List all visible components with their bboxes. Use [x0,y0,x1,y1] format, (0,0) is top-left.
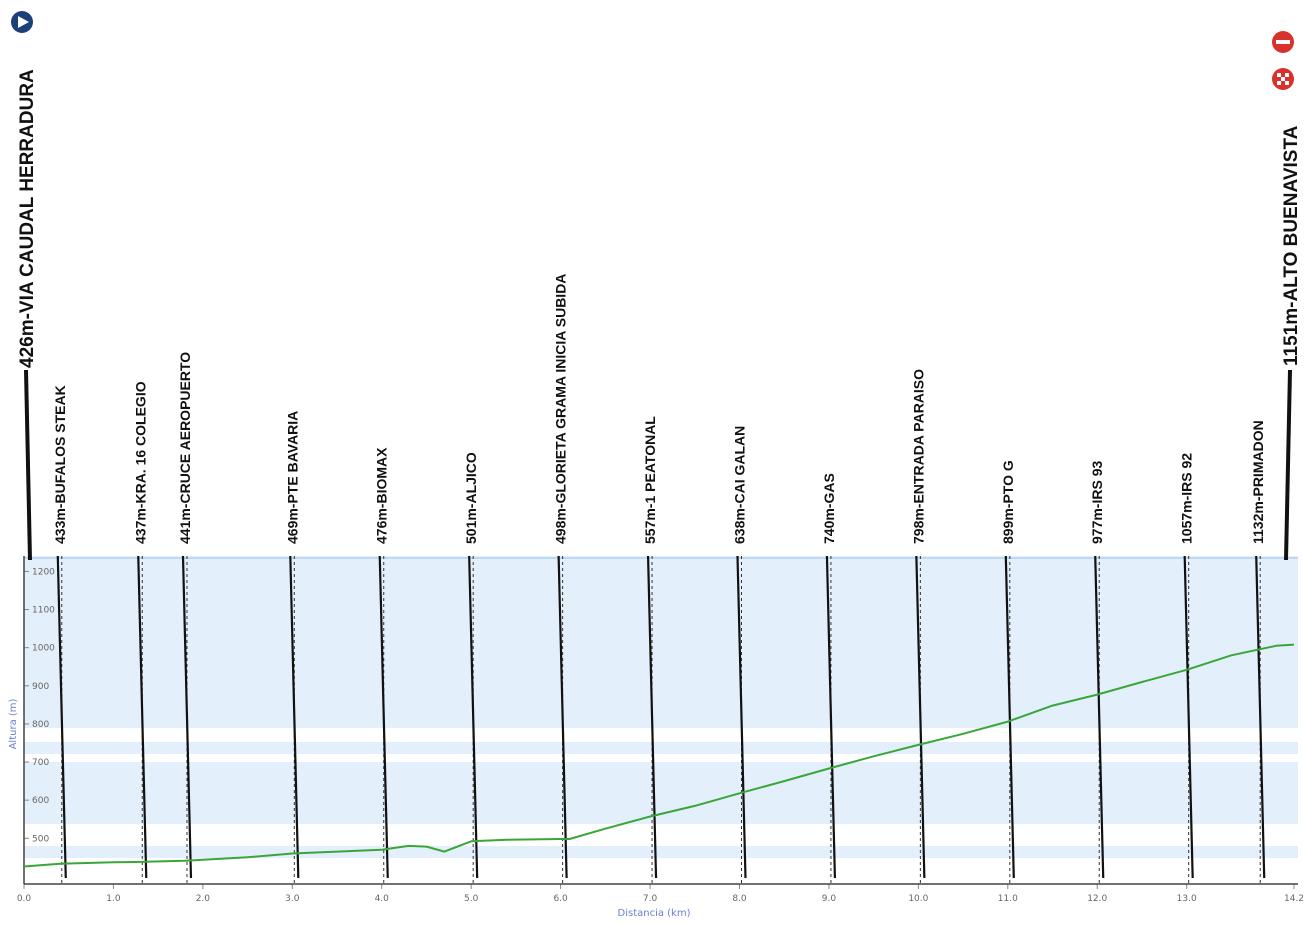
waypoint-line [56,555,67,879]
x-tick-label: 5.0 [464,894,479,904]
waypoint-label: 899m-PTO G [1000,460,1016,544]
y-tick-label: 500 [32,834,49,844]
waypoint-line [181,555,193,879]
y-axis-title: Altura (m) [8,698,19,749]
waypoint-line [736,555,747,879]
y-tick-label: 800 [32,720,49,730]
x-tick-label: 9.0 [822,894,837,904]
waypoint-label: 638m-CAI GALAN [731,426,747,544]
x-tick-label: 2.0 [196,894,211,904]
waypoint-label: 798m-ENTRADA PARAISO [910,369,926,544]
y-tick-labels: 500 600 700 800 900 1000 1100 1200 [32,567,55,844]
end-marker-line [1284,369,1292,561]
x-tick-label: 14.2 [1284,894,1304,904]
x-tick-label: 4.0 [375,894,390,904]
waypoint-label: 498m-GLORIETA GRAMA INICIA SUBIDA [553,274,569,544]
x-axis-title: Distancia (km) [618,908,691,919]
waypoint-label: 469m-PTE BAVARIA [284,411,300,544]
waypoint-line [915,555,926,879]
x-tick-label: 1.0 [106,894,121,904]
y-tick-label: 1100 [32,606,55,616]
y-tick-label: 1200 [32,567,55,577]
background-band [24,556,1298,728]
y-tick-label: 700 [32,758,49,768]
axes [23,556,1298,885]
waypoint-line [1183,555,1194,879]
x-tick-label: 13.0 [1177,894,1197,904]
waypoint-label: 740m-GAS [821,473,837,544]
y-tick-label: 900 [32,682,49,692]
waypoint-label: 1057m-IRS 92 [1179,453,1195,544]
waypoint-line [825,555,837,879]
waypoint-line [1255,555,1266,879]
waypoint-label: 476m-BIOMAX [374,447,390,544]
waypoint-line [646,555,658,879]
x-tick-label: 10.0 [908,894,928,904]
elevation-line [23,643,1295,868]
x-tick-label: 6.0 [553,894,568,904]
waypoint-label: 441m-CRUCE AEROPUERTO [177,352,193,544]
x-tick-label: 11.0 [998,894,1018,904]
waypoint-line [468,555,479,879]
waypoint-label: 557m-1 PEATONAL [642,416,658,544]
x-tick-label: 7.0 [643,894,658,904]
end-label: 1151m-ALTO BUENAVISTA [1281,125,1302,366]
x-tick-label: 8.0 [732,894,747,904]
no-entry-icon [1272,31,1294,53]
y-tick-label: 1000 [32,644,55,654]
start-label: 426m-VIA CAUDAL HERRADURA [17,69,38,368]
checkered-flag-icon [1272,68,1294,90]
y-tick-label: 600 [32,796,49,806]
waypoint-line [289,555,300,879]
waypoint-label: 437m-KRA. 16 COLEGIO [132,381,148,544]
waypoint-label: 501m-ALJICO [463,452,479,544]
start-play-icon [11,11,33,33]
waypoint-label: 433m-BUFALOS STEAK [52,385,68,544]
waypoint-line [378,555,389,879]
waypoint-line [1004,555,1015,879]
end-markers: 426m-VIA CAUDAL HERRADURA 1151m-ALTO BUEN… [17,69,1302,561]
waypoint-label: 977m-IRS 93 [1089,461,1105,544]
waypoint-line [137,555,148,879]
grid-lines [23,570,1295,889]
waypoint-line [1094,555,1105,879]
background-band [24,742,1298,754]
x-tick-label: 0.0 [17,894,32,904]
x-tick-label: 12.0 [1087,894,1107,904]
elevation-series [23,643,1295,868]
waypoint-line [557,555,568,879]
background-band [24,846,1298,858]
waypoint-label: 1132m-PRIMADON [1250,420,1266,544]
waypoint-markers: 433m-BUFALOS STEAK 437m-KRA. 16 COLEGIO 44… [52,274,1266,884]
background-bands [24,556,1298,858]
x-tick-label: 3.0 [285,894,300,904]
start-marker-line [24,369,32,561]
x-tick-labels: 0.0 1.0 2.0 3.0 4.0 5.0 6.0 7.0 8.0 9.0 10.0 11.0 12… [17,894,1304,904]
